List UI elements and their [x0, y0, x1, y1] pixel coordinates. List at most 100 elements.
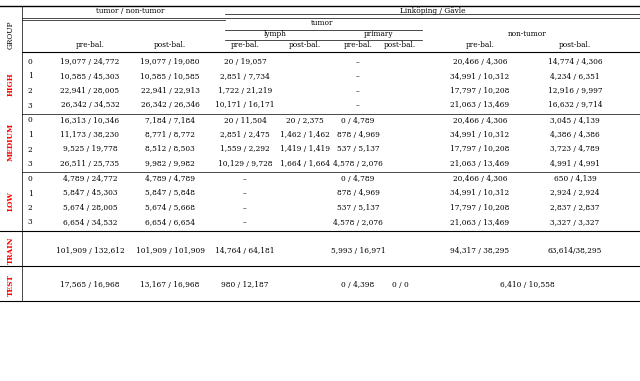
Text: LOW: LOW [7, 191, 15, 211]
Text: –: – [243, 189, 247, 197]
Text: 34,991 / 10,312: 34,991 / 10,312 [451, 189, 509, 197]
Text: 7,184 / 7,184: 7,184 / 7,184 [145, 117, 195, 125]
Text: 5,674 / 5,668: 5,674 / 5,668 [145, 204, 195, 212]
Text: 20 / 11,504: 20 / 11,504 [223, 117, 266, 125]
Text: 537 / 5,137: 537 / 5,137 [337, 204, 380, 212]
Text: 5,993 / 16,971: 5,993 / 16,971 [331, 247, 385, 255]
Text: 17,797 / 10,208: 17,797 / 10,208 [451, 87, 509, 95]
Text: tumor / non-tumor: tumor / non-tumor [96, 7, 164, 15]
Text: –: – [356, 87, 360, 95]
Text: 4,386 / 4,386: 4,386 / 4,386 [550, 131, 600, 139]
Text: pre-bal.: pre-bal. [344, 41, 372, 49]
Text: 26,342 / 26,346: 26,342 / 26,346 [141, 101, 200, 109]
Text: 8,771 / 8,772: 8,771 / 8,772 [145, 131, 195, 139]
Text: 12,916 / 9,997: 12,916 / 9,997 [548, 87, 602, 95]
Text: 10,585 / 10,585: 10,585 / 10,585 [140, 72, 200, 80]
Text: 14,764 / 64,181: 14,764 / 64,181 [215, 247, 275, 255]
Text: pre-bal.: pre-bal. [230, 41, 259, 49]
Text: pre-bal.: pre-bal. [465, 41, 495, 49]
Text: 4,578 / 2,076: 4,578 / 2,076 [333, 160, 383, 168]
Text: 1,419 / 1,419: 1,419 / 1,419 [280, 146, 330, 154]
Text: 21,063 / 13,469: 21,063 / 13,469 [451, 218, 509, 226]
Text: 4,578 / 2,076: 4,578 / 2,076 [333, 218, 383, 226]
Text: 650 / 4,139: 650 / 4,139 [554, 175, 596, 183]
Text: 2: 2 [28, 87, 33, 95]
Text: 0 / 4,789: 0 / 4,789 [341, 175, 374, 183]
Text: 26,511 / 25,735: 26,511 / 25,735 [60, 160, 120, 168]
Text: 2,924 / 2,924: 2,924 / 2,924 [550, 189, 600, 197]
Text: 0: 0 [28, 175, 33, 183]
Text: 1: 1 [28, 189, 33, 197]
Text: 1,559 / 2,292: 1,559 / 2,292 [220, 146, 270, 154]
Text: 19,077 / 19,080: 19,077 / 19,080 [140, 58, 200, 66]
Text: 16,313 / 10,346: 16,313 / 10,346 [60, 117, 120, 125]
Text: post-bal.: post-bal. [559, 41, 591, 49]
Text: 11,173 / 38,230: 11,173 / 38,230 [61, 131, 120, 139]
Text: 63,614/38,295: 63,614/38,295 [548, 247, 602, 255]
Text: 20 / 19,057: 20 / 19,057 [223, 58, 266, 66]
Text: 34,991 / 10,312: 34,991 / 10,312 [451, 131, 509, 139]
Text: 19,077 / 24,772: 19,077 / 24,772 [60, 58, 120, 66]
Text: –: – [243, 175, 247, 183]
Text: 4,789 / 24,772: 4,789 / 24,772 [63, 175, 117, 183]
Text: Linköping / Gävle: Linköping / Gävle [400, 7, 465, 15]
Text: pre-bal.: pre-bal. [76, 41, 104, 49]
Text: 4,991 / 4,991: 4,991 / 4,991 [550, 160, 600, 168]
Text: 4,789 / 4,789: 4,789 / 4,789 [145, 175, 195, 183]
Text: 20,466 / 4,306: 20,466 / 4,306 [452, 175, 508, 183]
Text: 1,664 / 1,664: 1,664 / 1,664 [280, 160, 330, 168]
Text: tumor: tumor [311, 19, 333, 27]
Text: 101,909 / 101,909: 101,909 / 101,909 [136, 247, 205, 255]
Text: 6,654 / 6,654: 6,654 / 6,654 [145, 218, 195, 226]
Text: 1,722 / 21,219: 1,722 / 21,219 [218, 87, 272, 95]
Text: 1: 1 [28, 131, 33, 139]
Text: 10,171 / 16,171: 10,171 / 16,171 [215, 101, 275, 109]
Text: post-bal.: post-bal. [384, 41, 416, 49]
Text: 16,632 / 9,714: 16,632 / 9,714 [548, 101, 602, 109]
Text: 26,342 / 34,532: 26,342 / 34,532 [61, 101, 120, 109]
Text: non-tumor: non-tumor [508, 30, 547, 38]
Text: 10,585 / 45,303: 10,585 / 45,303 [60, 72, 120, 80]
Text: 8,512 / 8,503: 8,512 / 8,503 [145, 146, 195, 154]
Text: 21,063 / 13,469: 21,063 / 13,469 [451, 101, 509, 109]
Text: 980 / 12,187: 980 / 12,187 [221, 282, 269, 290]
Text: 14,774 / 4,306: 14,774 / 4,306 [548, 58, 602, 66]
Text: 3,723 / 4,789: 3,723 / 4,789 [550, 146, 600, 154]
Text: 20 / 2,375: 20 / 2,375 [286, 117, 324, 125]
Text: post-bal.: post-bal. [289, 41, 321, 49]
Text: 1: 1 [28, 72, 33, 80]
Text: GROUP: GROUP [7, 21, 15, 49]
Text: 0 / 0: 0 / 0 [392, 282, 408, 290]
Text: 21,063 / 13,469: 21,063 / 13,469 [451, 160, 509, 168]
Text: lymph: lymph [264, 30, 287, 38]
Text: TRAIN: TRAIN [7, 237, 15, 264]
Text: 22,941 / 22,913: 22,941 / 22,913 [141, 87, 200, 95]
Text: 878 / 4,969: 878 / 4,969 [337, 131, 380, 139]
Text: –: – [243, 218, 247, 226]
Text: 878 / 4,969: 878 / 4,969 [337, 189, 380, 197]
Text: 2: 2 [28, 146, 33, 154]
Text: 6,410 / 10,558: 6,410 / 10,558 [500, 282, 555, 290]
Text: MEDIUM: MEDIUM [7, 123, 15, 162]
Text: 3,327 / 3,327: 3,327 / 3,327 [550, 218, 600, 226]
Text: 20,466 / 4,306: 20,466 / 4,306 [452, 117, 508, 125]
Text: 34,991 / 10,312: 34,991 / 10,312 [451, 72, 509, 80]
Text: 3: 3 [28, 160, 33, 168]
Text: 20,466 / 4,306: 20,466 / 4,306 [452, 58, 508, 66]
Text: 17,797 / 10,208: 17,797 / 10,208 [451, 146, 509, 154]
Text: 22,941 / 28,005: 22,941 / 28,005 [60, 87, 120, 95]
Text: 4,234 / 6,351: 4,234 / 6,351 [550, 72, 600, 80]
Text: 2,851 / 2,475: 2,851 / 2,475 [220, 131, 270, 139]
Text: 1,462 / 1,462: 1,462 / 1,462 [280, 131, 330, 139]
Text: 5,674 / 28,005: 5,674 / 28,005 [63, 204, 117, 212]
Text: 3: 3 [28, 218, 33, 226]
Text: 3: 3 [28, 101, 33, 109]
Text: –: – [243, 204, 247, 212]
Text: 0 / 4,398: 0 / 4,398 [341, 282, 374, 290]
Text: 13,167 / 16,968: 13,167 / 16,968 [140, 282, 200, 290]
Text: 94,317 / 38,295: 94,317 / 38,295 [451, 247, 509, 255]
Text: 10,129 / 9,728: 10,129 / 9,728 [218, 160, 272, 168]
Text: 17,565 / 16,968: 17,565 / 16,968 [60, 282, 120, 290]
Text: 101,909 / 132,612: 101,909 / 132,612 [56, 247, 124, 255]
Text: 537 / 5,137: 537 / 5,137 [337, 146, 380, 154]
